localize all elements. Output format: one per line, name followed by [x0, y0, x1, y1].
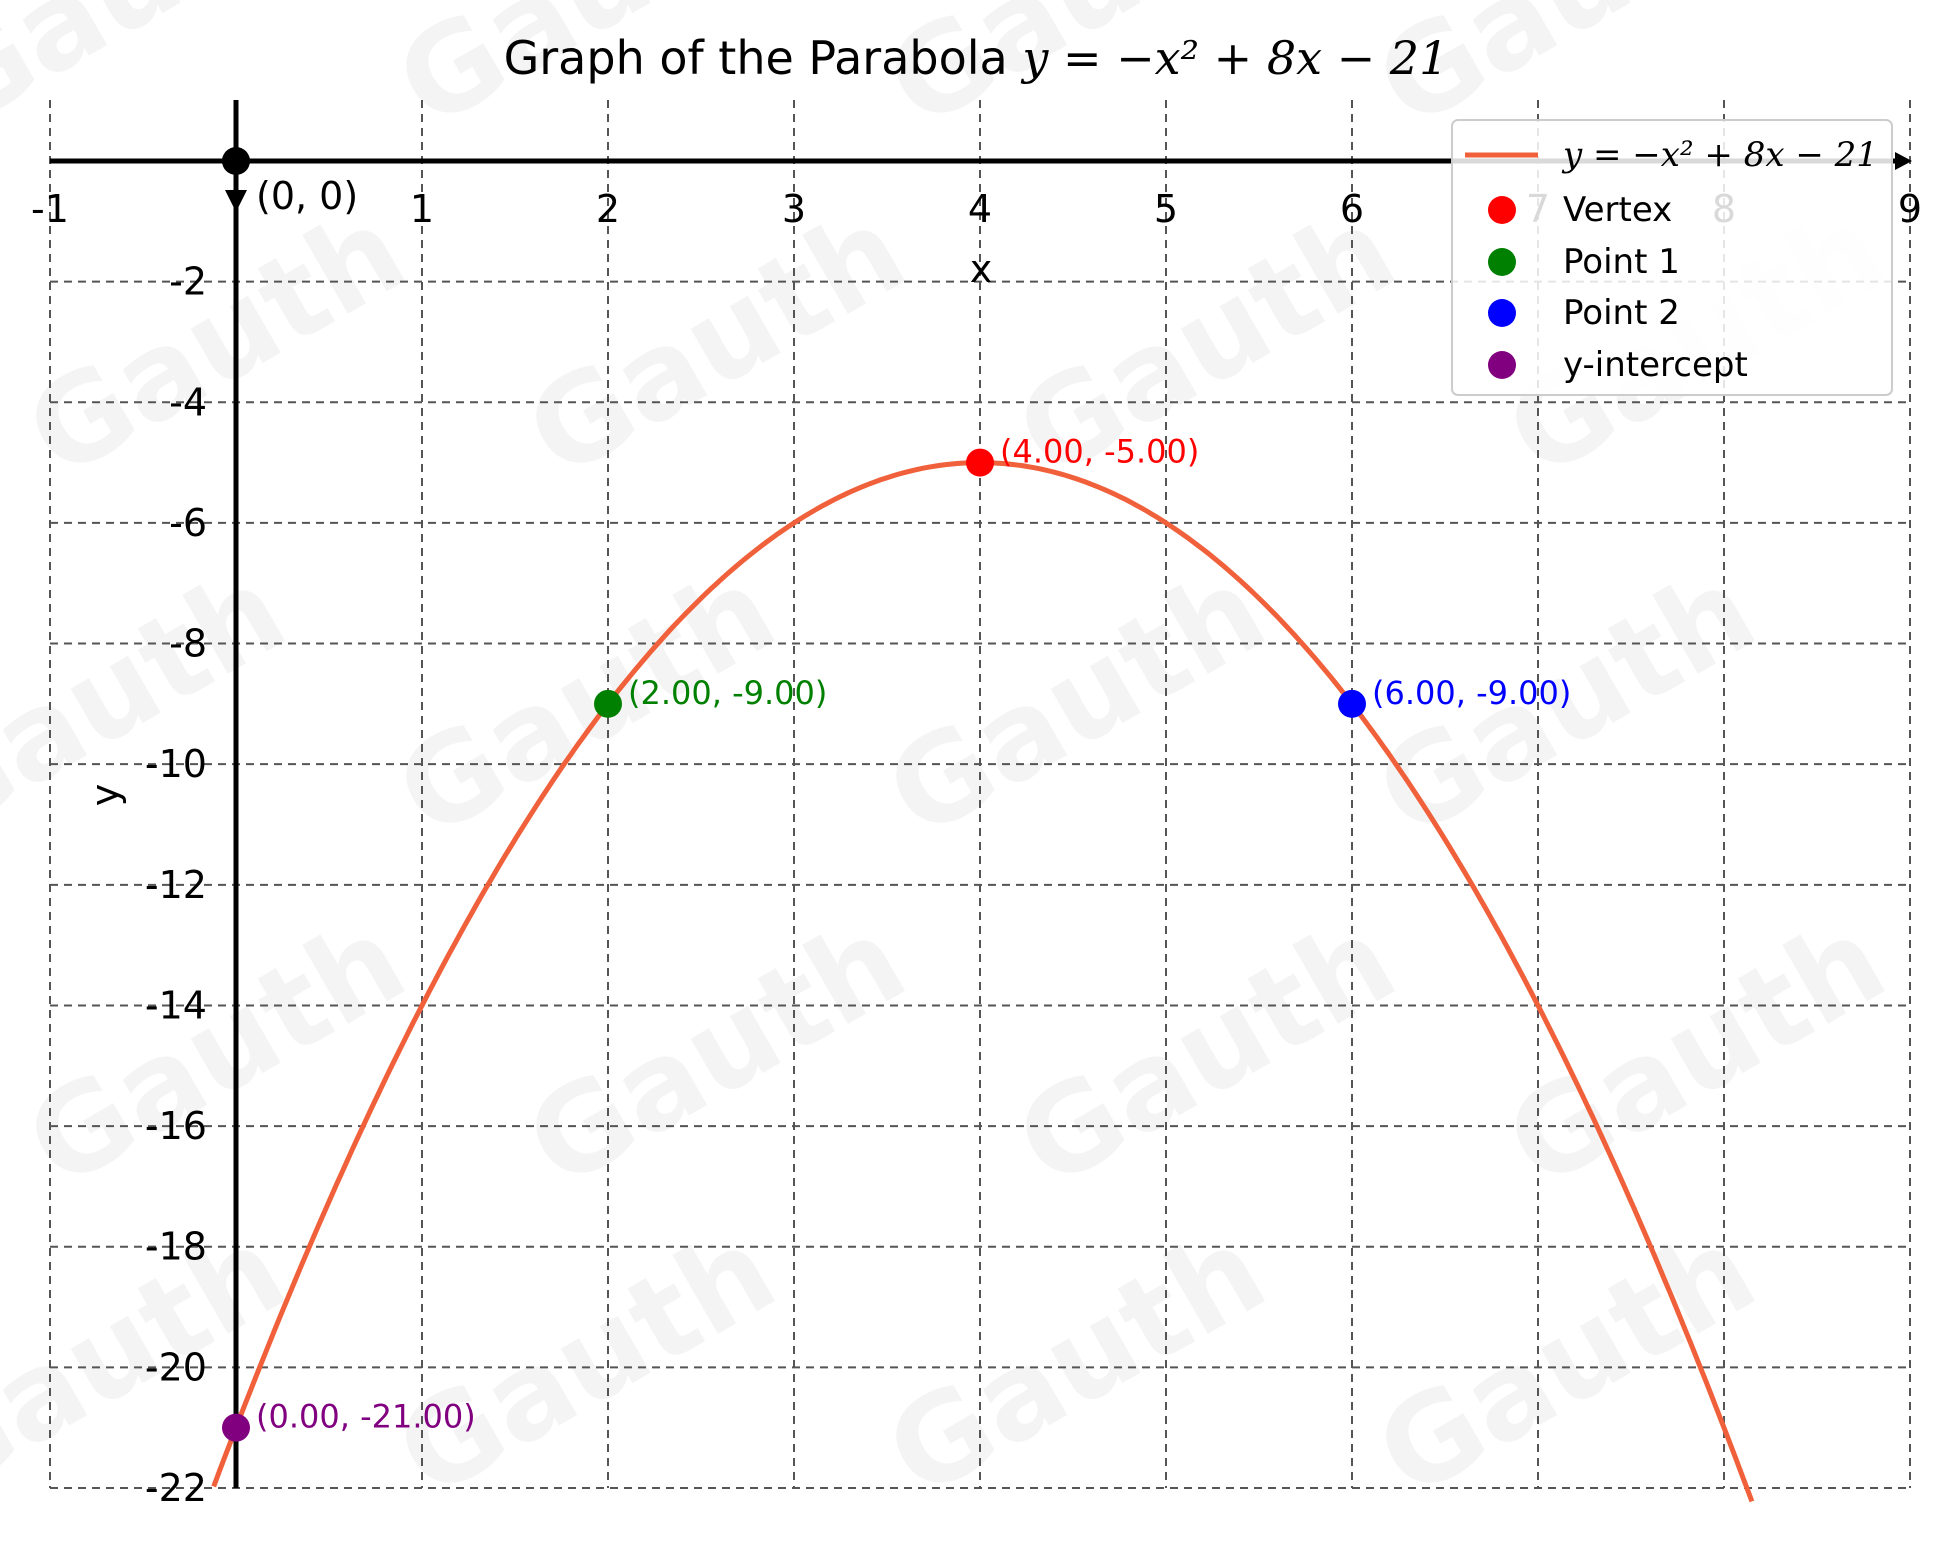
legend-point1-marker	[1488, 248, 1516, 276]
legend-point2-label: Point 2	[1563, 293, 1680, 333]
y-tick-label: -20	[145, 1345, 207, 1389]
chart-title-prefix: Graph of the Parabola	[504, 31, 1008, 85]
y-axis-arrow	[225, 190, 247, 212]
point-marker	[966, 448, 994, 477]
legend-point1-label: Point 1	[1563, 242, 1680, 282]
tick-labels: -1123456789-22-20-18-16-14-12-10-8-6-4-2	[31, 187, 1922, 1510]
points-layer: (0, 0) (4.00, -5.00) (2.00, -9.00) (6.00, -…	[222, 147, 1571, 1442]
legend-point2-marker	[1488, 299, 1516, 327]
legend-yintercept-label: y-intercept	[1563, 345, 1748, 385]
legend: y = −x² + 8x − 21 Vertex Point 1 Point 2…	[1451, 119, 1893, 396]
x-tick-label: 5	[1154, 187, 1178, 231]
x-tick-label: 2	[596, 187, 620, 231]
legend-vertex-label: Vertex	[1563, 190, 1672, 230]
point-marker	[594, 689, 622, 718]
y-axis-label: y	[83, 784, 127, 807]
y-tick-label: -12	[145, 863, 207, 907]
point-marker	[222, 1413, 250, 1442]
x-axis-arrow	[1895, 152, 1912, 170]
y-tick-label: -10	[145, 742, 207, 786]
y-tick-label: -18	[145, 1225, 207, 1269]
y-tick-label: -16	[145, 1104, 207, 1148]
point-label: (2.00, -9.00)	[628, 674, 827, 712]
x-axis-label: x	[970, 247, 993, 291]
chart-title: Graph of the Parabola y = −x² + 8x − 21	[504, 31, 1449, 85]
y-tick-label: -22	[145, 1466, 207, 1510]
chart-title-equation: y = −x² + 8x − 21	[1020, 31, 1448, 85]
y-tick-label: -14	[145, 983, 207, 1027]
x-tick-label: 9	[1898, 187, 1922, 231]
x-tick-label: 1	[410, 187, 434, 231]
origin-marker	[222, 147, 250, 175]
y-tick-label: -6	[169, 501, 207, 545]
point-label: (0.00, -21.00)	[256, 1398, 476, 1436]
legend-box	[1451, 119, 1893, 396]
x-tick-label: -1	[31, 187, 69, 231]
legend-vertex-marker	[1488, 196, 1516, 224]
x-tick-label: 6	[1340, 187, 1364, 231]
y-tick-label: -8	[169, 622, 207, 666]
y-tick-label: -2	[169, 260, 207, 304]
origin-label: (0, 0)	[256, 174, 358, 218]
point-label: (6.00, -9.00)	[1372, 674, 1571, 712]
x-tick-label: 4	[968, 187, 992, 231]
point-marker	[1338, 689, 1366, 718]
legend-curve-label: y = −x² + 8x − 21	[1561, 135, 1878, 175]
x-tick-label: 3	[782, 187, 806, 231]
point-label: (4.00, -5.00)	[1000, 433, 1199, 471]
legend-yintercept-marker	[1488, 351, 1516, 379]
y-tick-label: -4	[169, 380, 207, 424]
